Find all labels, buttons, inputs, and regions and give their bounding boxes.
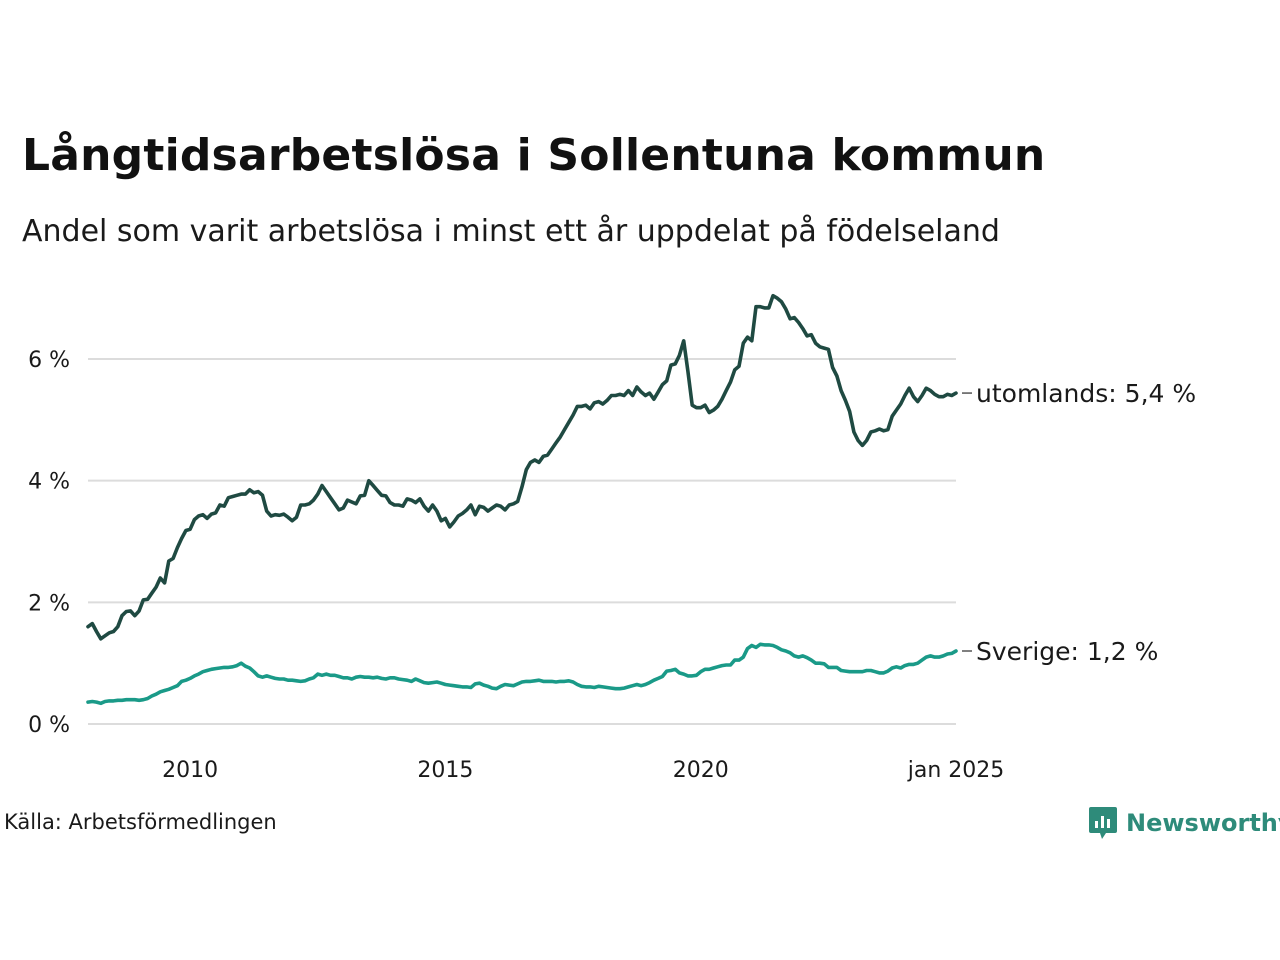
newsworthy-logo: Newsworthy bbox=[1088, 803, 1280, 843]
source-note: Källa: Arbetsförmedlingen bbox=[4, 810, 277, 834]
series-lines bbox=[86, 293, 958, 706]
brand-name: Newsworthy bbox=[1126, 809, 1280, 837]
y-axis: 0 % 2 % 4 % 6 % bbox=[28, 348, 70, 738]
x-axis: 2010 2015 2020 jan 2025 bbox=[162, 758, 1004, 783]
x-tick-label: jan 2025 bbox=[907, 758, 1005, 783]
newsworthy-logo-icon bbox=[1089, 807, 1117, 839]
series-line-utomlands bbox=[86, 293, 958, 641]
chart-title: Långtidsarbetslösa i Sollentuna kommun bbox=[22, 130, 1046, 181]
x-tick-label: 2020 bbox=[673, 758, 729, 783]
y-tick-label: 4 % bbox=[28, 470, 70, 495]
x-tick-label: 2010 bbox=[162, 758, 218, 783]
end-label-sverige: Sverige: 1,2 % bbox=[976, 637, 1158, 666]
series-line-sverige bbox=[86, 642, 958, 706]
chart-subtitle: Andel som varit arbetslösa i minst ett å… bbox=[22, 214, 1000, 249]
end-label-utomlands: utomlands: 5,4 % bbox=[976, 379, 1196, 408]
y-tick-label: 6 % bbox=[28, 348, 70, 373]
x-tick-label: 2015 bbox=[417, 758, 473, 783]
end-labels: utomlands: 5,4 % Sverige: 1,2 % bbox=[962, 379, 1196, 666]
y-tick-label: 2 % bbox=[28, 591, 70, 616]
y-tick-label: 0 % bbox=[28, 713, 70, 738]
